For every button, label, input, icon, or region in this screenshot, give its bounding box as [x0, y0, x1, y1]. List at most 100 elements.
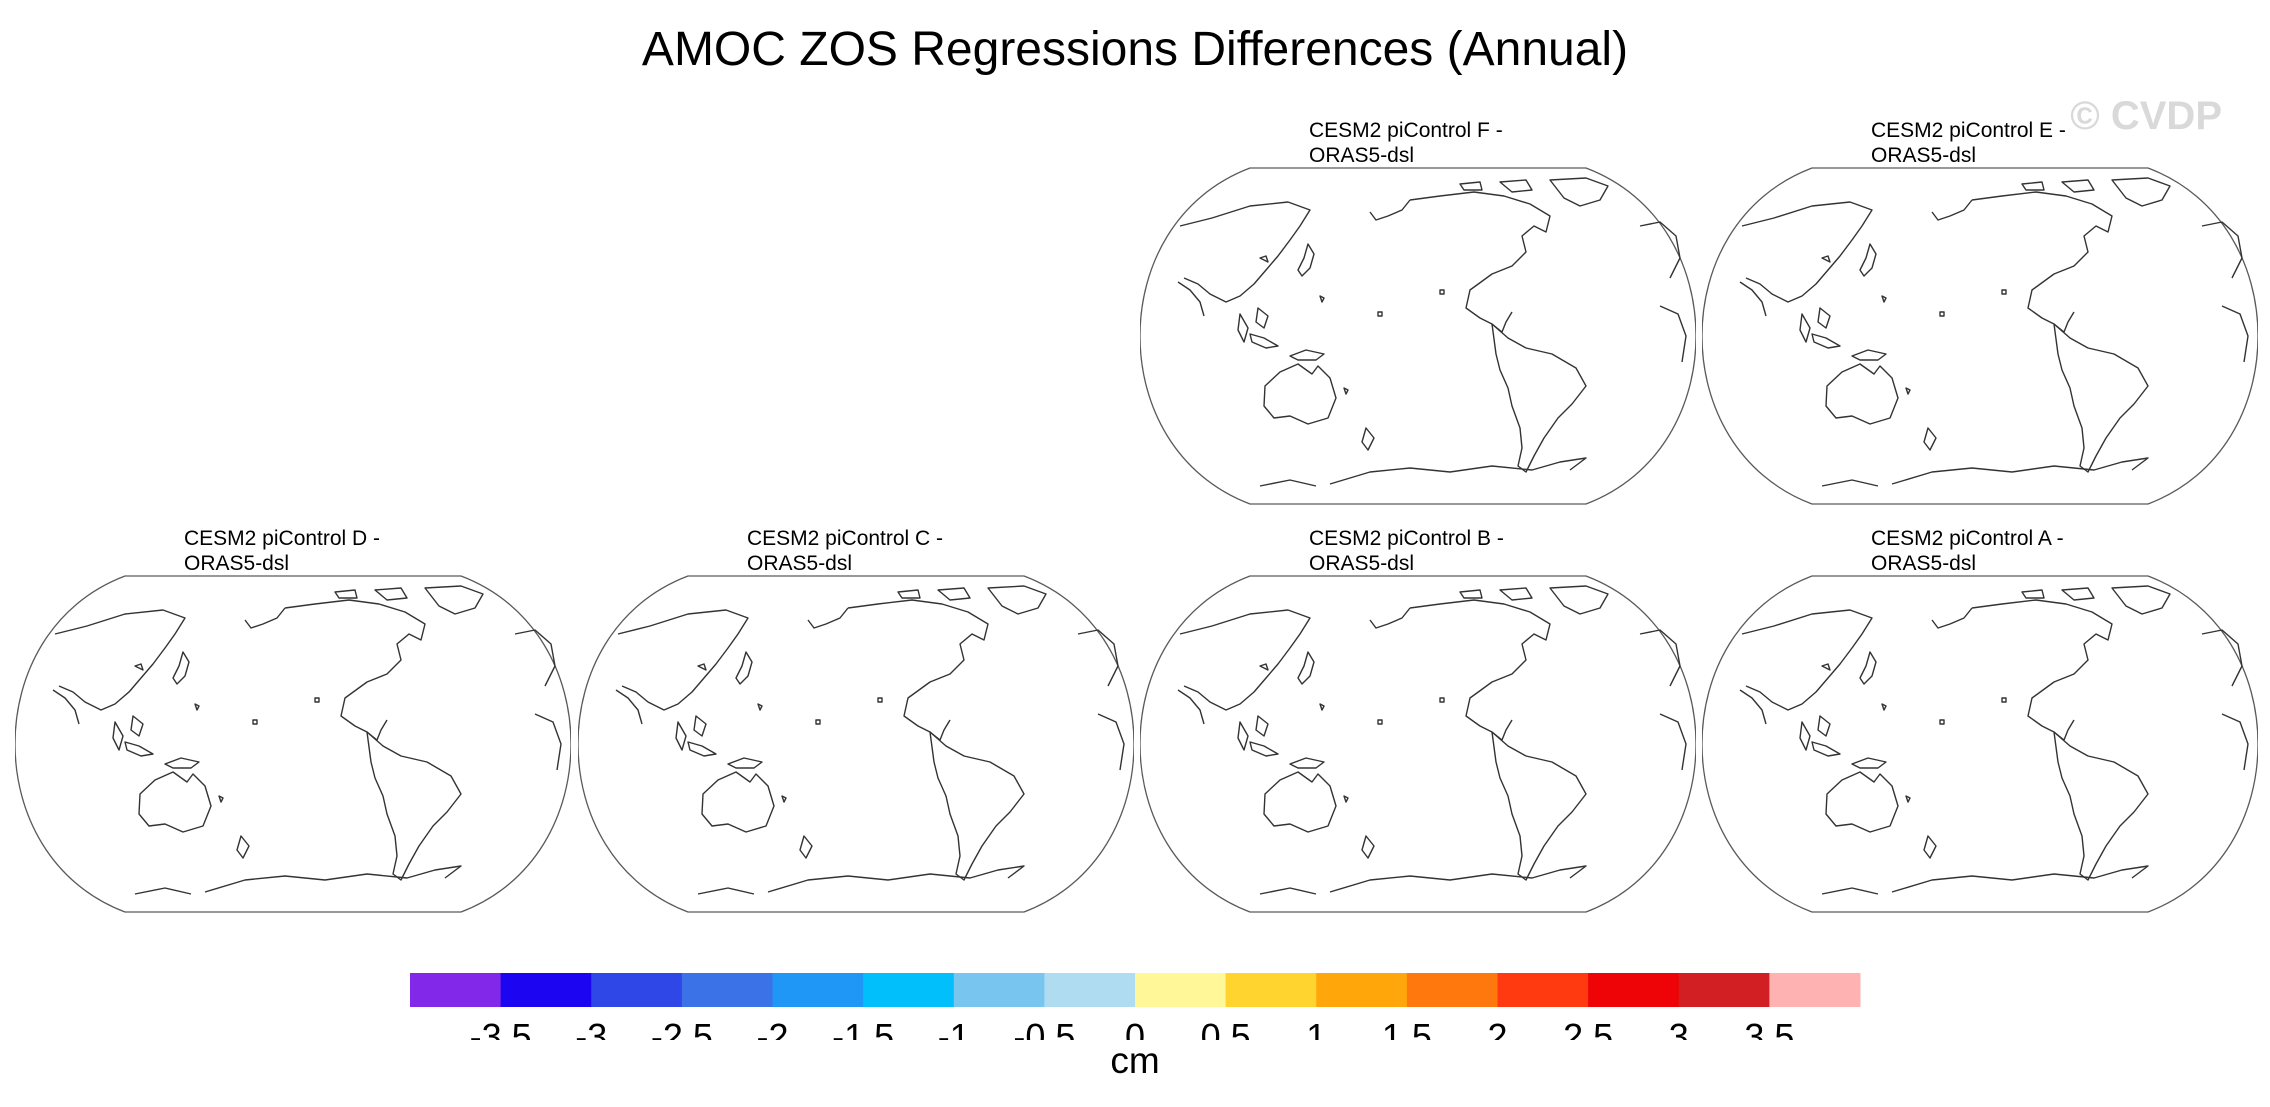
coastline [1361, 835, 1375, 859]
panel-title-line2: ORAS5-dsl [1309, 552, 1415, 575]
coastline [937, 587, 971, 601]
coastline [1459, 181, 1483, 191]
coastline [2201, 629, 2243, 687]
coastline [757, 703, 763, 711]
coastline [124, 741, 154, 757]
coastline [1361, 427, 1375, 451]
coastline [334, 589, 358, 599]
coastline [1177, 281, 1205, 317]
coastline [1297, 651, 1315, 685]
coastline [1263, 363, 1337, 425]
colorbar-swatch [953, 973, 1045, 1007]
coastline [1377, 719, 1383, 725]
coastline [1851, 757, 1887, 769]
panel-title-line2: ORAS5-dsl [1871, 552, 1977, 575]
coastline [687, 741, 717, 757]
coastline [1905, 387, 1911, 395]
coastline [1851, 349, 1887, 361]
coastline [164, 757, 200, 769]
coastline [929, 731, 1025, 881]
coastline [204, 865, 462, 893]
coastline [2111, 585, 2171, 615]
coastline [987, 585, 1047, 615]
figure-title: AMOC ZOS Regressions Differences (Annual… [641, 23, 1629, 76]
coastline [1739, 281, 1767, 317]
coastline [366, 731, 462, 881]
coastline [1259, 663, 1269, 671]
panel-title-line1: CESM2 piControl F - [1309, 119, 1503, 142]
map-panel-d: CESM2 piControl D - ORAS5-dsl [15, 526, 571, 913]
coastline [2053, 731, 2149, 881]
map-panel-e: CESM2 piControl E - ORAS5-dsl [1702, 118, 2258, 505]
colorbar-swatch [772, 973, 864, 1007]
coastline [1923, 835, 1937, 859]
coastline [1343, 795, 1349, 803]
coastline [767, 865, 1025, 893]
coastline [815, 719, 821, 725]
coastline [514, 629, 556, 687]
coastline [1263, 771, 1337, 833]
coastline [1289, 757, 1325, 769]
coastline [1177, 689, 1205, 725]
coastline [1821, 663, 1831, 671]
coastline [112, 721, 124, 751]
coastline [807, 607, 849, 629]
map-panel-f: CESM2 piControl F - ORAS5-dsl [1140, 118, 1696, 505]
coastline [1319, 295, 1325, 303]
cvdp-watermark: © CVDP [2070, 94, 2222, 138]
panel-title: CESM2 piControl F - ORAS5-dsl [1309, 118, 1503, 168]
coastline [1179, 201, 1311, 303]
coastline [781, 795, 787, 803]
colorbar-tick-label: -3.5 [470, 1016, 532, 1040]
coastline [1939, 311, 1945, 317]
coastline [1881, 703, 1887, 711]
coastline [1939, 719, 1945, 725]
colorbar-swatch [1316, 973, 1408, 1007]
world-map [1702, 167, 2258, 505]
coastline [2111, 177, 2171, 207]
coastline [2053, 323, 2149, 473]
colorbar-tick-label: -1 [938, 1016, 970, 1040]
coastline [1259, 255, 1269, 263]
coastline [1319, 703, 1325, 711]
coastline [1377, 311, 1383, 317]
map-panel-a: CESM2 piControl A - ORAS5-dsl [1702, 526, 2258, 913]
coastline [693, 715, 707, 737]
colorbar-swatch [1678, 973, 1770, 1007]
colorbar-swatch [1588, 973, 1680, 1007]
coastline [1491, 731, 1587, 881]
panel-title-line1: CESM2 piControl A - [1871, 527, 2064, 550]
coastline [244, 607, 286, 629]
colorbar-swatch [500, 973, 592, 1007]
coastline [1811, 333, 1841, 349]
panel-title-line1: CESM2 piControl C - [747, 527, 944, 550]
colorbar-tick-label: -2 [756, 1016, 788, 1040]
colorbar-tick-label: -3 [575, 1016, 607, 1040]
map-boundary [1140, 167, 1696, 505]
panel-title-line2: ORAS5-dsl [184, 552, 290, 575]
coastline [1881, 295, 1887, 303]
coastline [1329, 457, 1587, 485]
colorbar-swatch [591, 973, 683, 1007]
coastline [2221, 713, 2249, 771]
coastline [675, 721, 687, 751]
coastline [1549, 585, 1609, 615]
coastline [2061, 179, 2095, 193]
colorbar-swatch [1044, 973, 1136, 1007]
coastline [735, 651, 753, 685]
coastline [1821, 479, 1879, 487]
coastline [2001, 289, 2007, 295]
colorbar-tick-label: 1 [1306, 1016, 1326, 1040]
coastline [138, 771, 212, 833]
world-map [578, 575, 1134, 913]
coastline [1259, 479, 1317, 487]
colorbar-tick-label: 3 [1669, 1016, 1689, 1040]
colorbar-swatch [1497, 973, 1589, 1007]
coastline [1891, 865, 2149, 893]
panel-title-line1: CESM2 piControl D - [184, 527, 381, 550]
map-panel-b: CESM2 piControl B - ORAS5-dsl [1140, 526, 1696, 913]
coastline [615, 689, 643, 725]
colorbar-tick-label: -2.5 [651, 1016, 713, 1040]
coastline [1741, 609, 1873, 711]
coastline [1741, 201, 1873, 303]
